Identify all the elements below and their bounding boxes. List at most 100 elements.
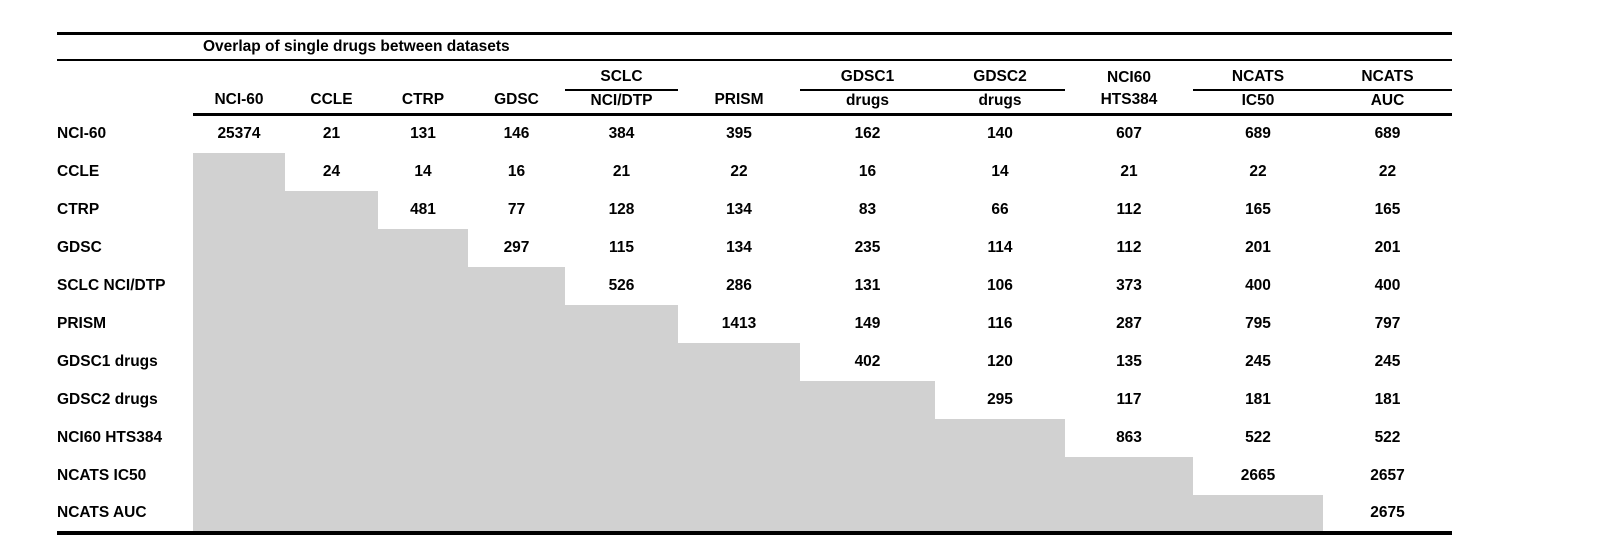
col-header-nci60-hts384: HTS384 — [1065, 89, 1193, 116]
value-cell: 25374 — [217, 125, 261, 143]
table-row: GDSC 297 115 134 235 114 112 201 201 — [57, 228, 1452, 267]
masked-cell — [378, 304, 468, 343]
value-cell: 2657 — [1370, 466, 1405, 484]
row-label: GDSC2 drugs — [57, 390, 158, 408]
value-cell: 134 — [726, 200, 752, 218]
value-cell: 2665 — [1240, 466, 1276, 484]
table-body: NCI-60 25374 21 131 146 384 395 162 140 607 689 689… — [57, 115, 1453, 535]
header-spacer — [285, 60, 378, 90]
value-cell: 2675 — [1323, 494, 1453, 535]
value-cell: 115 — [608, 238, 634, 256]
masked-cell — [565, 380, 678, 419]
masked-cell — [468, 304, 565, 343]
header-spacer — [378, 60, 468, 90]
value-cell: 245 — [1245, 352, 1271, 370]
value-cell: 481 — [410, 200, 436, 218]
value-cell: 165 — [1245, 200, 1271, 218]
masked-cell — [565, 304, 678, 343]
col-header-ctrp: CTRP — [378, 89, 468, 116]
table-header: Overlap of single drugs between datasets… — [57, 32, 1453, 116]
value-cell: 120 — [987, 352, 1013, 370]
col-group-ncats-ic50: NCATS — [1193, 59, 1323, 91]
row-label: NCATS IC50 — [57, 466, 147, 484]
col-header-gdsc1-drugs: drugs — [800, 89, 935, 116]
value-cell: 14 — [991, 162, 1009, 180]
value-cell: 21 — [322, 125, 341, 143]
table-row: NCI60 HTS384 863 522 522 — [57, 418, 1452, 457]
masked-cell — [468, 380, 565, 419]
col-header-nci-60: NCI-60 — [193, 89, 285, 116]
masked-cell — [468, 456, 565, 495]
masked-cell — [378, 456, 468, 495]
group-header-row: SCLC GDSC1 GDSC2 NCI60 NCATS NCATS — [57, 59, 1453, 91]
masked-cell — [1065, 456, 1193, 495]
row-label: GDSC1 drugs — [57, 352, 158, 370]
value-cell: 77 — [507, 200, 526, 218]
value-cell: 114 — [987, 238, 1013, 256]
value-cell: 689 — [1245, 125, 1271, 143]
value-cell: 689 — [1374, 125, 1401, 143]
masked-cell — [193, 494, 285, 535]
col-header-gdsc: GDSC — [468, 89, 565, 116]
masked-cell — [193, 380, 285, 419]
value-cell: 140 — [987, 125, 1013, 143]
value-cell: 22 — [1249, 162, 1267, 180]
masked-cell — [935, 418, 1065, 457]
masked-cell — [193, 418, 285, 457]
masked-cell — [800, 418, 935, 457]
value-cell: 149 — [854, 314, 881, 332]
row-label: CTRP — [57, 200, 100, 218]
table-wrap: Overlap of single drugs between datasets… — [57, 32, 1453, 535]
value-cell: 22 — [730, 162, 748, 180]
col-group-nci60: NCI60 — [1107, 68, 1151, 86]
col-group-ncats-auc: NCATS — [1323, 59, 1453, 91]
header-spacer — [57, 60, 193, 90]
value-cell: 795 — [1245, 314, 1271, 332]
col-header-ccle: CCLE — [285, 89, 378, 116]
value-cell: 116 — [987, 314, 1013, 332]
value-cell: 162 — [854, 125, 881, 143]
row-label: NCI60 HTS384 — [57, 428, 163, 446]
value-cell: 235 — [854, 238, 881, 256]
value-cell: 384 — [608, 125, 635, 143]
masked-cell — [468, 494, 565, 535]
masked-cell — [285, 342, 378, 381]
masked-cell — [678, 342, 800, 381]
masked-cell — [468, 266, 565, 305]
masked-cell — [935, 494, 1065, 535]
masked-cell — [285, 494, 378, 535]
value-cell: 128 — [608, 200, 635, 218]
col-header-sclc-nci-dtp: NCI/DTP — [565, 89, 678, 116]
masked-cell — [565, 456, 678, 495]
masked-cell — [565, 418, 678, 457]
row-label: NCATS AUC — [57, 494, 193, 535]
value-cell: 21 — [1120, 162, 1138, 180]
value-cell: 134 — [726, 238, 752, 256]
masked-cell — [285, 456, 378, 495]
masked-cell — [285, 304, 378, 343]
value-cell: 146 — [503, 125, 530, 143]
masked-cell — [193, 456, 285, 495]
value-cell: 526 — [608, 276, 635, 294]
table-row: NCI-60 25374 21 131 146 384 395 162 140 607 689 689 — [57, 115, 1452, 153]
masked-cell — [193, 304, 285, 343]
value-cell: 286 — [726, 276, 752, 294]
masked-cell — [193, 266, 285, 305]
masked-cell — [678, 456, 800, 495]
masked-cell — [378, 494, 468, 535]
masked-cell — [193, 228, 285, 267]
masked-cell — [193, 190, 285, 229]
masked-cell — [285, 418, 378, 457]
masked-cell — [565, 342, 678, 381]
value-cell: 400 — [1374, 276, 1401, 294]
value-cell: 112 — [1116, 200, 1142, 218]
value-cell: 201 — [1245, 238, 1271, 256]
value-cell: 24 — [322, 162, 341, 180]
value-cell: 400 — [1245, 276, 1271, 294]
value-cell: 373 — [1116, 276, 1142, 294]
col-header-gdsc2-drugs: drugs — [935, 89, 1065, 116]
masked-cell — [285, 190, 378, 229]
column-header-row: NCI-60 CCLE CTRP GDSC NCI/DTP PRISM drug… — [57, 89, 1453, 116]
value-cell: 863 — [1116, 428, 1142, 446]
header-spacer — [468, 60, 565, 90]
